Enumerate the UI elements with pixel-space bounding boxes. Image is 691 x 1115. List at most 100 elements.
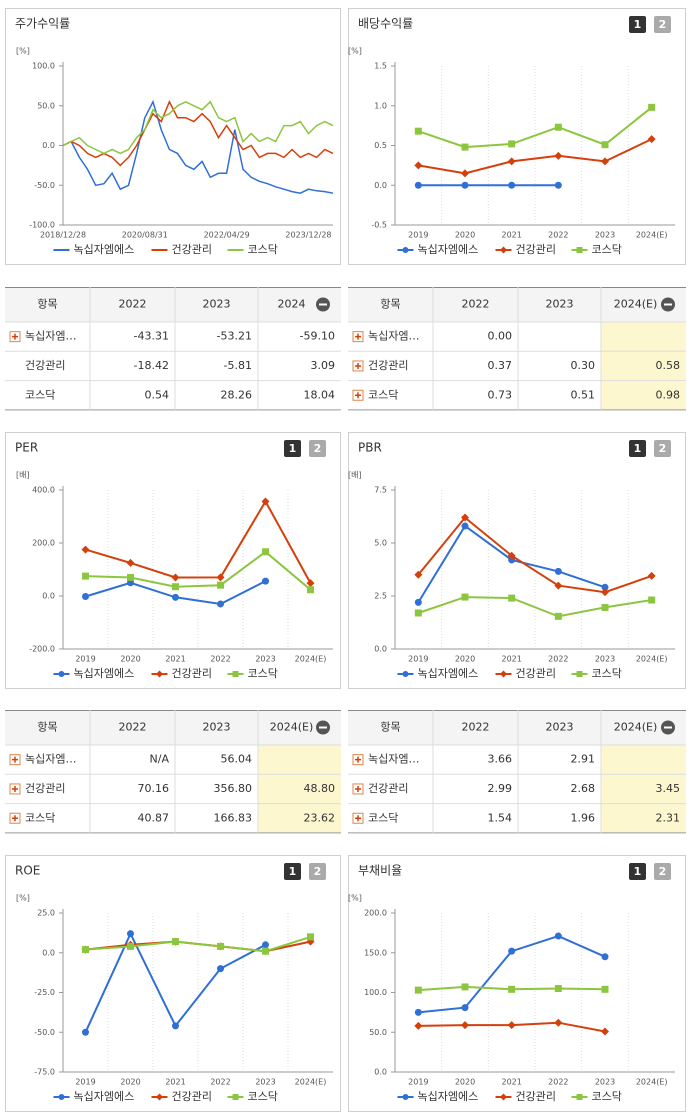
marker [508,140,516,148]
series-line [62,100,334,155]
header-cell: 2022 [119,298,147,311]
pager-button[interactable] [654,863,671,880]
marker [461,143,469,151]
marker [307,586,314,594]
unit-label: [%] [16,47,30,56]
x-tick-label: 2022/04/29 [204,231,250,240]
pager-label[interactable]: 1 [289,442,297,455]
chart-title: 부채비율 [358,864,402,878]
marker [217,581,224,589]
x-tick-label: 2019 [75,1078,95,1087]
marker [232,671,239,677]
value-cell: -59.10 [300,330,335,343]
row-name: 코스닥 [368,388,398,401]
marker [58,1094,65,1100]
marker [601,141,609,149]
pager-button[interactable] [629,440,646,457]
pager-label[interactable]: 2 [659,865,667,878]
header-cell: 2024 [278,298,306,311]
pager-button[interactable] [284,863,301,880]
expand-icon [355,333,361,340]
value-cell: 0.00 [488,330,513,343]
pager-button[interactable] [284,440,301,457]
marker [554,985,562,993]
marker [648,596,656,604]
value-cell: 2.91 [571,753,596,766]
value-cell: 1.54 [488,811,513,824]
legend-label: 코스닥 [592,1090,622,1103]
pager-button[interactable] [309,863,326,880]
legend-label: 건강관리 [516,1090,556,1103]
value-cell: -18.42 [134,359,169,372]
marker [81,545,90,554]
marker [414,986,422,994]
row-name: 건강관리 [368,782,408,795]
pager-label[interactable]: 2 [659,18,667,31]
chart-title: 주가수익률 [15,17,70,31]
marker [414,570,423,579]
pager-label[interactable]: 2 [314,442,322,455]
x-tick-label: 2024(E) [295,1078,327,1087]
value-cell: 0.51 [571,388,596,401]
expand-icon [355,815,361,822]
x-tick-label: 2021 [501,231,521,240]
value-cell: 3.66 [488,753,513,766]
marker [508,594,516,602]
pager-label[interactable]: 1 [634,18,642,31]
x-tick-label: 2023 [595,231,615,240]
x-tick-label: 2020 [455,655,475,664]
marker [414,127,422,135]
row-name: 녹십자엠… [25,753,76,766]
marker [402,671,409,677]
panel [5,432,341,689]
x-tick-label: 2022 [548,231,568,240]
x-tick-label: 2023 [595,655,615,664]
marker [414,1021,423,1030]
y-tick-label: 0.0 [374,645,387,654]
value-cell: 356.80 [214,782,253,795]
x-tick-label: 2020 [455,231,475,240]
pager-button[interactable] [629,16,646,33]
y-tick-label: 0.5 [374,141,387,150]
marker [82,946,89,954]
marker [554,1018,563,1027]
panel [5,855,341,1112]
highlight-cell [601,774,686,804]
marker [58,671,65,677]
x-tick-label: 2023 [255,655,275,664]
marker [500,1093,507,1101]
y-tick-label: -50.0 [34,181,55,190]
header-cell: 항목 [380,721,400,734]
legend-label: 녹십자엠에스 [418,667,479,680]
header-cell: 항목 [380,298,400,311]
y-tick-label: -200.0 [29,645,55,654]
header-cell: 항목 [37,721,57,734]
pager-label[interactable]: 1 [634,865,642,878]
pager-label[interactable]: 1 [289,865,297,878]
pager-label[interactable]: 2 [659,442,667,455]
series-line [417,596,652,618]
series-line [417,106,653,149]
marker [171,573,180,582]
marker [576,1094,583,1100]
pager-label[interactable]: 1 [634,442,642,455]
marker [576,671,583,677]
marker [127,930,134,938]
value-cell: 48.80 [304,782,336,795]
row-name: 건강관리 [368,359,408,372]
pager-button[interactable] [654,440,671,457]
pager-label[interactable]: 2 [314,865,322,878]
x-tick-label: 2022 [548,655,568,664]
pager-button[interactable] [309,440,326,457]
marker [601,583,609,591]
pager-button[interactable] [629,863,646,880]
x-tick-label: 2021 [165,1078,185,1087]
x-tick-label: 2019 [408,655,428,664]
y-tick-label: 2.5 [374,592,387,601]
value-cell: 2.31 [656,811,681,824]
marker [648,103,656,111]
x-tick-label: 2023/12/28 [285,231,331,240]
pager-button[interactable] [654,16,671,33]
